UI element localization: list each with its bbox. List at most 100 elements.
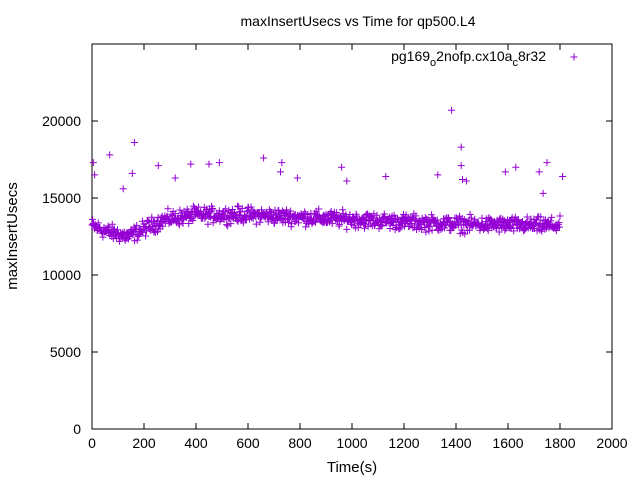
data-point	[282, 206, 290, 214]
data-point	[116, 237, 124, 245]
data-point	[466, 226, 474, 234]
data-point	[263, 209, 271, 217]
data-point	[425, 227, 433, 235]
data-point	[104, 222, 112, 230]
x-tick-label: 2000	[596, 435, 627, 451]
y-axis-ticks: 0 5000 10000 15000 20000	[42, 113, 612, 437]
x-axis-title: Time(s)	[327, 459, 377, 476]
data-point-outlier	[293, 174, 301, 182]
data-point	[352, 210, 360, 218]
data-point-outlier	[187, 160, 195, 168]
data-point	[222, 205, 230, 213]
data-point	[411, 216, 419, 224]
data-point-outlier	[130, 139, 138, 147]
data-point	[555, 219, 563, 227]
data-point	[235, 203, 243, 211]
x-tick-label: 1000	[336, 435, 367, 451]
x-tick-label: 800	[288, 435, 312, 451]
data-point	[393, 215, 401, 223]
legend-marker-plus	[570, 53, 578, 61]
data-point	[428, 226, 436, 234]
data-point	[480, 225, 488, 233]
data-point	[148, 213, 156, 221]
data-point	[134, 231, 142, 239]
data-point	[105, 223, 113, 231]
data-point-outlier	[559, 172, 567, 180]
x-tick-label: 1800	[544, 435, 575, 451]
data-point	[94, 219, 102, 227]
data-point-outlier	[539, 189, 547, 197]
data-point	[176, 206, 184, 214]
data-point	[361, 217, 369, 225]
data-point-outlier	[205, 160, 213, 168]
data-point-outlier	[89, 159, 97, 167]
data-point	[142, 232, 150, 240]
x-tick-label: 1600	[492, 435, 523, 451]
data-point	[335, 222, 343, 230]
data-point	[552, 227, 560, 235]
data-point	[252, 220, 260, 228]
data-point	[189, 217, 197, 225]
data-point	[206, 212, 214, 220]
legend: pg169o2nofp.cx10ac8r32	[391, 48, 578, 69]
data-point-outlier	[91, 171, 99, 179]
legend-marker	[570, 53, 578, 61]
legend-label: pg169o2nofp.cx10ac8r32	[391, 48, 546, 69]
data-point	[287, 223, 295, 231]
data-point	[510, 227, 518, 235]
data-point	[484, 221, 492, 229]
data-point	[432, 217, 440, 225]
data-point	[110, 225, 118, 233]
data-point	[353, 212, 361, 220]
data-point	[373, 211, 381, 219]
data-point-outlier	[277, 168, 284, 176]
data-point	[556, 212, 564, 220]
data-point-outlier	[338, 163, 346, 171]
x-tick-label: 600	[236, 435, 260, 451]
legend-text: pg169	[391, 48, 430, 64]
data-point	[339, 206, 347, 214]
data-point	[547, 217, 555, 225]
data-point-outlier	[171, 174, 179, 182]
data-points	[88, 106, 567, 245]
data-point	[148, 222, 156, 230]
data-point-outlier	[457, 162, 465, 170]
y-tick-label: 10000	[42, 267, 81, 283]
data-point	[312, 218, 320, 226]
data-point	[234, 217, 242, 225]
data-point	[305, 220, 313, 228]
legend-subscript: c	[512, 57, 518, 69]
data-point	[521, 226, 529, 234]
data-point	[299, 214, 307, 222]
data-point-outlier	[434, 171, 442, 179]
data-point	[521, 225, 529, 233]
data-point	[486, 215, 494, 223]
data-point	[178, 216, 186, 224]
data-point	[272, 211, 280, 219]
data-point	[208, 206, 216, 214]
data-point	[548, 213, 556, 221]
gridless-axes: 0 200 400 600 800 1000 1200 1400 1600 1800 2000 0 5…	[42, 43, 628, 451]
data-point	[207, 208, 215, 216]
data-point	[258, 206, 266, 214]
data-point	[444, 214, 452, 222]
data-point	[108, 220, 116, 228]
data-point	[523, 213, 531, 221]
data-point-outlier	[215, 159, 223, 167]
data-point-outlier	[512, 163, 520, 171]
data-point	[185, 220, 193, 228]
data-point-outlier	[119, 185, 127, 193]
data-point-outlier	[260, 154, 268, 162]
x-tick-label: 0	[88, 435, 96, 451]
data-point	[138, 228, 146, 236]
data-point	[555, 223, 563, 231]
data-point	[507, 217, 515, 225]
data-point	[342, 211, 350, 219]
x-tick-label: 1200	[388, 435, 419, 451]
data-point	[360, 224, 368, 232]
data-point	[433, 216, 441, 224]
data-point	[519, 218, 527, 226]
data-point	[164, 205, 172, 213]
data-point	[422, 228, 430, 236]
data-point	[466, 210, 474, 218]
